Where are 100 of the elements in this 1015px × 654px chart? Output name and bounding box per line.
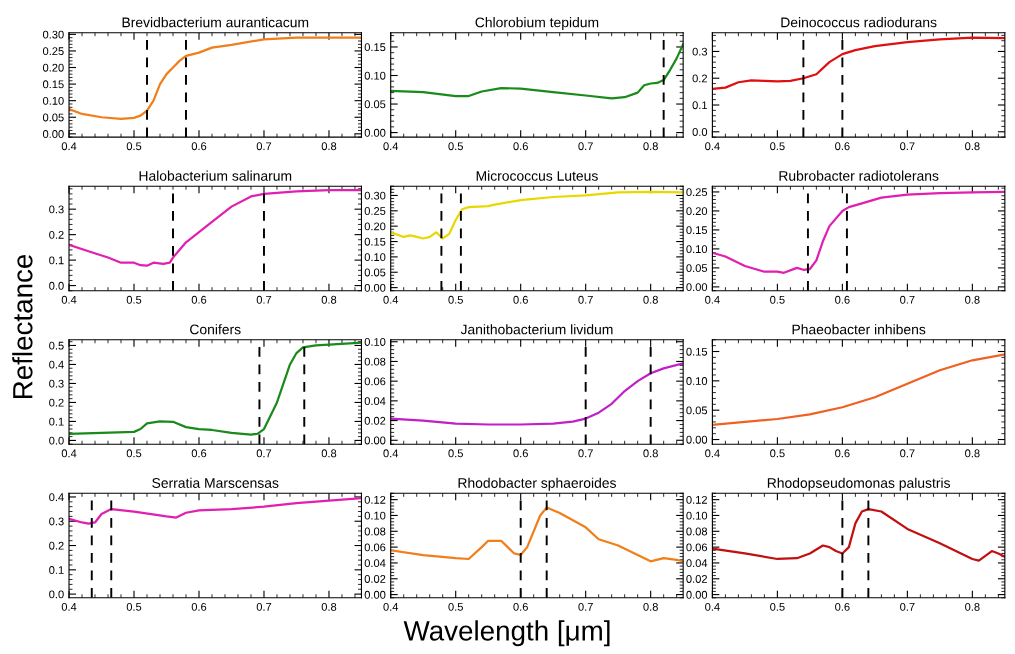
x-tick-label: 0.5 [770, 449, 785, 458]
chart-title: Janithobacterium lividum [460, 324, 613, 335]
x-tick-label: 0.5 [770, 602, 785, 611]
y-tick-label: 0.00 [42, 130, 64, 138]
line-series [390, 506, 684, 563]
y-tick-label: 0.02 [686, 575, 707, 583]
x-tick-label: 0.4 [705, 295, 720, 304]
chart-title: Halobacterium salinarum [139, 170, 292, 181]
x-tick-label: 0.6 [835, 602, 850, 611]
x-tick-label: 0.4 [383, 602, 399, 611]
x-tick-label: 0.6 [191, 142, 207, 151]
y-tick-label: 0.00 [686, 283, 708, 292]
y-tick-label: 0.2 [49, 230, 64, 239]
y-tick-label: 0.15 [364, 237, 386, 246]
y-tick-label: 0.3 [692, 47, 708, 56]
y-tick-label: 0.25 [42, 47, 64, 56]
y-tick-label: 0.02 [364, 416, 386, 425]
y-tick-label: 0.2 [692, 74, 707, 83]
x-tick-label: 0.6 [835, 449, 850, 458]
y-tick-label: 0.15 [364, 43, 386, 52]
x-tick-label: 0.7 [900, 602, 915, 611]
x-tick-label: 0.7 [900, 295, 915, 304]
x-tick-label: 0.4 [61, 602, 77, 611]
y-tick-label: 0.05 [364, 268, 386, 277]
y-tick-label: 0.25 [364, 207, 386, 215]
x-tick-label: 0.7 [256, 449, 272, 458]
x-tick-label: 0.7 [900, 449, 915, 458]
line-series [712, 190, 1005, 274]
y-tick-label: 0.15 [686, 347, 708, 356]
line-series [390, 43, 684, 100]
x-tick-label: 0.6 [191, 295, 207, 304]
chart-title: Serratia Marscensas [152, 477, 279, 488]
chart-title: Chlorobium tepidum [475, 17, 599, 31]
y-tick-label: 0.4 [49, 360, 64, 369]
x-tick-label: 0.8 [643, 295, 658, 304]
x-tick-label: 0.7 [578, 449, 593, 458]
x-tick-label: 0.8 [321, 295, 337, 304]
x-tick-label: 0.7 [578, 602, 593, 611]
x-tick-label: 0.6 [513, 602, 528, 611]
y-tick-label: 0.4 [49, 493, 64, 502]
y-tick-label: 0.10 [364, 253, 386, 262]
line-series [712, 353, 1005, 426]
y-tick-label: 0.00 [364, 590, 386, 599]
y-tick-label: 0.15 [686, 226, 708, 235]
line-series [712, 36, 1005, 91]
x-tick-label: 0.4 [383, 449, 399, 458]
x-tick-label: 0.8 [965, 602, 980, 611]
y-tick-label: 0.0 [692, 128, 708, 136]
x-tick-label: 0.8 [321, 142, 337, 151]
x-tick-label: 0.5 [126, 602, 142, 611]
x-tick-label: 0.5 [126, 449, 142, 458]
x-tick-label: 0.4 [61, 142, 77, 151]
y-tick-label: 0.20 [364, 222, 386, 231]
y-tick-label: 0.20 [42, 63, 64, 72]
x-tick-label: 0.6 [513, 142, 528, 151]
y-tick-label: 0.10 [364, 71, 386, 80]
y-tick-label: 0.0 [49, 590, 64, 599]
y-tick-label: 0.15 [42, 80, 64, 89]
y-tick-label: 0.00 [686, 590, 708, 599]
x-tick-label: 0.5 [448, 142, 463, 151]
y-tick-label: 0.05 [42, 113, 64, 122]
y-tick-label: 0.20 [686, 207, 708, 216]
chart-title: Brevidbacterium auranticacum [122, 17, 309, 28]
x-tick-label: 0.7 [578, 295, 593, 304]
y-axis-title: Reflectance [12, 254, 33, 399]
x-tick-label: 0.8 [965, 142, 980, 151]
chart-title: Micrococcus Luteus [476, 170, 598, 181]
chart-title: Phaeobacter inhibens [792, 324, 926, 335]
x-tick-label: 0.8 [643, 142, 658, 151]
y-tick-label: 0.06 [364, 543, 386, 552]
chart-title: Conifers [190, 324, 241, 335]
x-tick-label: 0.5 [126, 142, 142, 151]
y-tick-label: 0.04 [686, 559, 708, 568]
y-tick-label: 0.05 [686, 406, 708, 415]
chart-title: Rubrobacter radiotolerans [779, 170, 939, 181]
y-tick-label: 0.00 [364, 128, 386, 137]
y-tick-label: 0.3 [49, 205, 64, 214]
y-tick-label: 0.04 [364, 397, 386, 405]
y-tick-label: 0.1 [49, 256, 64, 265]
chart-title: Deinococcus radiodurans [781, 17, 937, 28]
x-tick-label: 0.4 [61, 449, 77, 458]
y-tick-label: 0.00 [364, 436, 386, 445]
y-tick-label: 0.1 [49, 417, 64, 426]
x-tick-label: 0.8 [643, 602, 658, 611]
line-series [390, 362, 684, 426]
x-tick-label: 0.8 [321, 602, 337, 611]
line-series [390, 190, 684, 240]
y-tick-label: 0.0 [49, 281, 64, 290]
x-tick-label: 0.6 [191, 602, 207, 611]
y-tick-label: 0.30 [364, 191, 386, 200]
x-tick-label: 0.6 [835, 142, 850, 151]
y-tick-label: 0.10 [686, 245, 708, 254]
x-tick-label: 0.4 [705, 449, 720, 458]
x-tick-label: 0.7 [256, 142, 272, 151]
x-tick-label: 0.4 [705, 142, 720, 151]
y-tick-label: 0.08 [686, 527, 708, 536]
x-tick-label: 0.7 [900, 142, 915, 151]
y-tick-label: 0.00 [364, 283, 386, 292]
y-tick-label: 0.10 [364, 511, 386, 520]
x-tick-label: 0.5 [770, 295, 785, 304]
